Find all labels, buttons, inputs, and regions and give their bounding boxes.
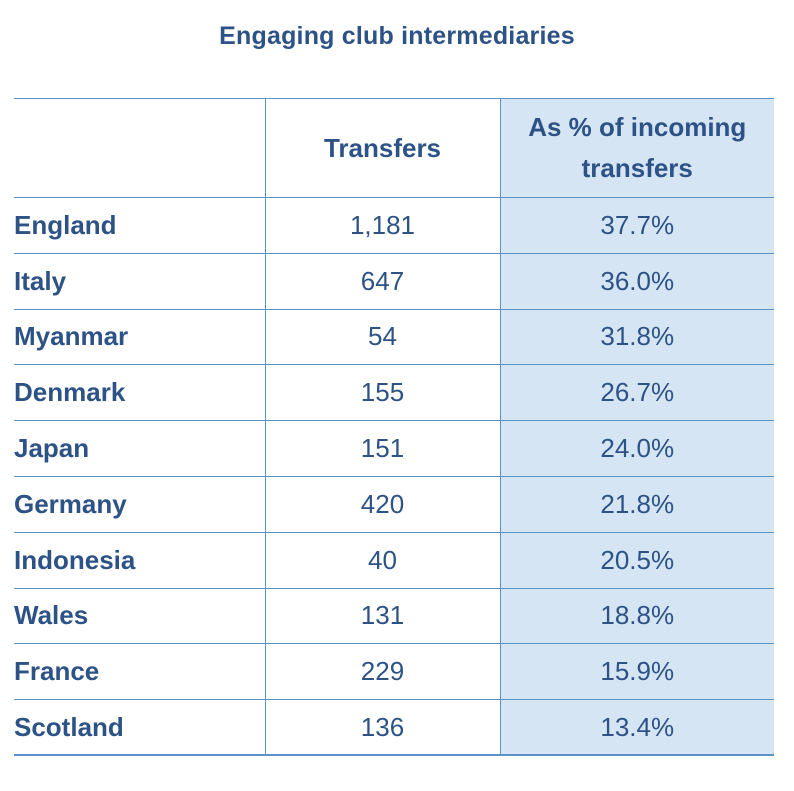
transfers-cell: 229 bbox=[264, 643, 500, 701]
percent-cell: 31.8% bbox=[499, 308, 774, 366]
country-cell: Indonesia bbox=[14, 531, 265, 589]
transfers-cell: 151 bbox=[264, 420, 500, 477]
country-cell: Italy bbox=[14, 252, 265, 310]
table-title: Engaging club intermediaries bbox=[219, 22, 575, 50]
transfers-table: Transfers As % of incoming transfers Eng… bbox=[14, 98, 774, 757]
percent-cell: 13.4% bbox=[499, 699, 774, 757]
transfers-cell: 420 bbox=[264, 475, 500, 533]
country-cell: Denmark bbox=[14, 364, 265, 422]
country-cell: France bbox=[14, 643, 265, 701]
table-row: France 229 15.9% bbox=[14, 643, 774, 701]
percent-cell: 18.8% bbox=[499, 587, 774, 645]
country-cell: England bbox=[14, 197, 265, 254]
transfers-cell: 54 bbox=[264, 308, 500, 366]
percent-cell: 15.9% bbox=[499, 643, 774, 701]
header-country bbox=[14, 98, 265, 198]
percent-cell: 37.7% bbox=[499, 197, 774, 254]
table-row: Italy 647 36.0% bbox=[14, 252, 774, 310]
table-row: Myanmar 54 31.8% bbox=[14, 308, 774, 366]
table-row: England 1,181 37.7% bbox=[14, 197, 774, 254]
table-row: Scotland 136 13.4% bbox=[14, 699, 774, 757]
table-row: Japan 151 24.0% bbox=[14, 420, 774, 477]
transfers-cell: 155 bbox=[264, 364, 500, 422]
percent-cell: 26.7% bbox=[499, 364, 774, 422]
country-cell: Germany bbox=[14, 475, 265, 533]
percent-cell: 24.0% bbox=[499, 420, 774, 477]
country-cell: Japan bbox=[14, 420, 265, 477]
table-row: Indonesia 40 20.5% bbox=[14, 531, 774, 589]
transfers-cell: 647 bbox=[264, 252, 500, 310]
transfers-cell: 131 bbox=[264, 587, 500, 645]
country-cell: Myanmar bbox=[14, 308, 265, 366]
table-row: Germany 420 21.8% bbox=[14, 475, 774, 533]
header-transfers: Transfers bbox=[264, 98, 500, 198]
percent-cell: 36.0% bbox=[499, 252, 774, 310]
percent-cell: 20.5% bbox=[499, 531, 774, 589]
header-percent-incoming: As % of incoming transfers bbox=[499, 98, 774, 198]
transfers-cell: 1,181 bbox=[264, 197, 500, 254]
transfers-cell: 40 bbox=[264, 531, 500, 589]
country-cell: Wales bbox=[14, 587, 265, 645]
transfers-cell: 136 bbox=[264, 699, 500, 757]
percent-cell: 21.8% bbox=[499, 475, 774, 533]
table-row: Denmark 155 26.7% bbox=[14, 364, 774, 422]
table-row: Wales 131 18.8% bbox=[14, 587, 774, 645]
header-row: Transfers As % of incoming transfers bbox=[14, 98, 774, 198]
country-cell: Scotland bbox=[14, 699, 265, 757]
